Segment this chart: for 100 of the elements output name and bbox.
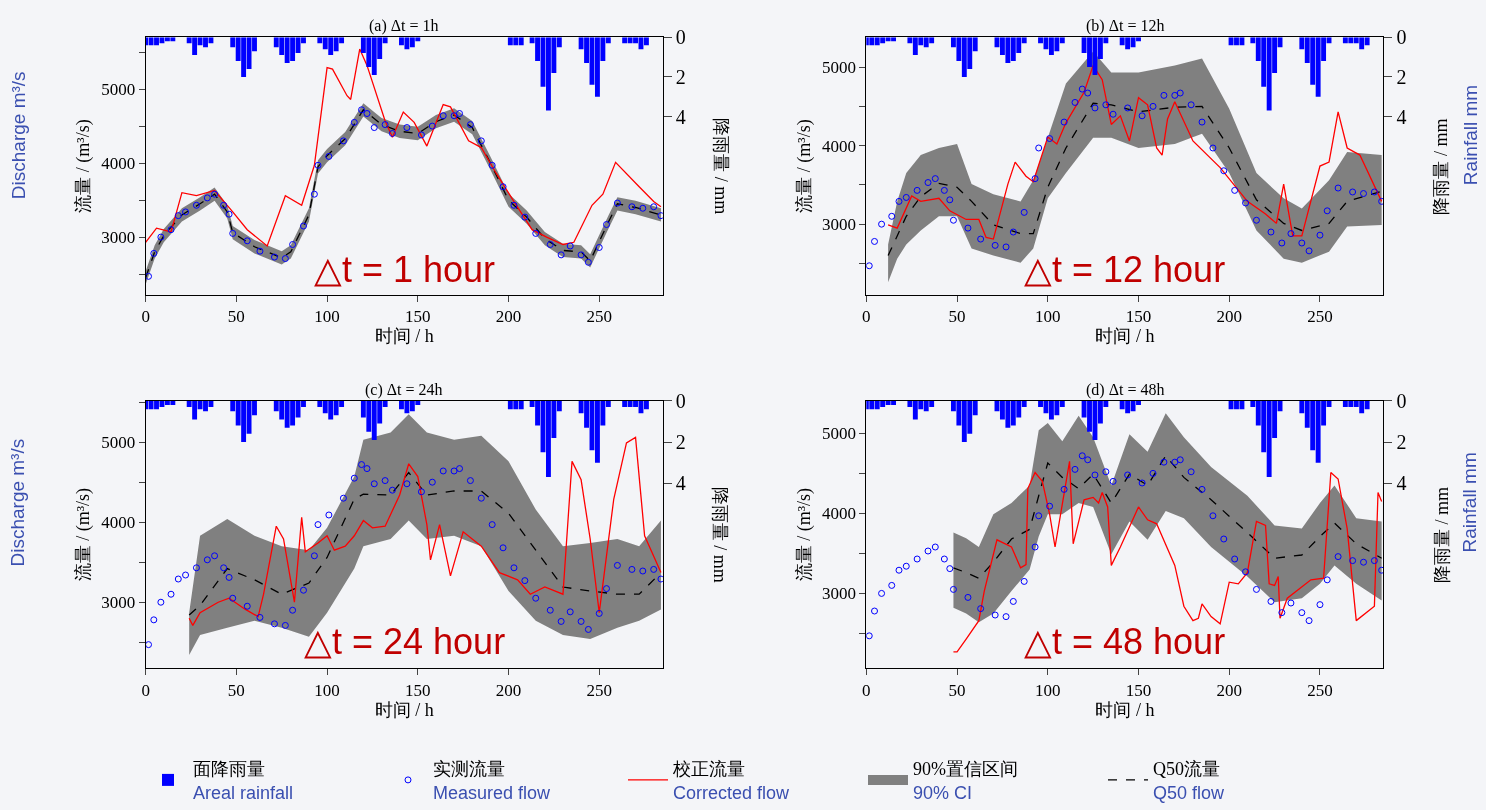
point: [203, 194, 211, 202]
point: [225, 210, 233, 218]
point: [243, 602, 251, 610]
point: [1360, 558, 1368, 566]
legend-label: 校正流量 Corrected flow: [672, 759, 791, 803]
point: [1091, 471, 1099, 479]
point: [532, 594, 540, 602]
y2-axis-title: 降雨量 / mm: [710, 486, 731, 583]
annotation: △t = 1 hour: [314, 249, 496, 290]
point: [964, 224, 972, 232]
point: [1267, 228, 1275, 236]
point: [1323, 576, 1331, 584]
point: [1138, 479, 1146, 487]
point: [931, 175, 939, 183]
point: [281, 621, 289, 629]
point: [299, 586, 307, 594]
point: [1002, 243, 1010, 251]
text: Rainfall mm: [1459, 452, 1481, 553]
x-tick-label: 150: [405, 307, 431, 327]
point: [613, 199, 621, 207]
point: [931, 543, 939, 551]
point: [1360, 190, 1368, 198]
point: [1091, 104, 1099, 112]
point: [289, 606, 297, 614]
point: [1002, 613, 1010, 621]
point: [940, 555, 948, 563]
y2-tick-label: 0: [1396, 26, 1407, 49]
point: [521, 577, 529, 585]
point: [949, 585, 957, 593]
point: [150, 249, 158, 257]
point: [1231, 555, 1239, 563]
x-tick-label: 150: [405, 680, 431, 700]
point: [1287, 230, 1295, 238]
y2-tick-label: 2: [675, 431, 686, 454]
point: [1187, 468, 1195, 476]
point: [557, 251, 565, 259]
point: [977, 235, 985, 243]
legend-label: 实测流量 Measured flow: [433, 759, 552, 803]
point: [1124, 471, 1132, 479]
point: [1176, 456, 1184, 464]
point: [220, 201, 228, 209]
point: [1378, 566, 1384, 574]
point: [902, 562, 910, 570]
legend-label: 面降雨量 Areal rainfall: [193, 759, 294, 803]
point: [991, 241, 999, 249]
point: [388, 129, 396, 137]
point: [1035, 512, 1043, 520]
point: [1209, 512, 1217, 520]
point: [350, 474, 358, 482]
point: [270, 253, 278, 261]
point: [1349, 188, 1357, 196]
point: [888, 581, 896, 589]
point: [1187, 101, 1195, 109]
x-tick-label: 250: [586, 680, 612, 700]
x-tick-label: 0: [141, 680, 150, 700]
point: [1349, 557, 1357, 565]
point: [225, 573, 233, 581]
point: [1035, 144, 1043, 152]
point: [381, 121, 389, 129]
point: [211, 190, 219, 198]
point: [1220, 535, 1228, 543]
point: [603, 585, 611, 593]
point: [477, 137, 485, 145]
x-tick-label: 250: [1307, 680, 1333, 700]
point: [456, 110, 464, 117]
point: [174, 575, 182, 583]
line-series: [887, 102, 1383, 257]
y-axis-title: 流量 / (m³/s): [73, 487, 95, 582]
y2-tick-label: 4: [1396, 472, 1407, 495]
point: [243, 237, 251, 245]
point: [1031, 175, 1039, 183]
point: [1149, 469, 1157, 477]
x-axis-title: 时间 / h: [1095, 699, 1155, 720]
point: [466, 121, 474, 129]
chart-title: (c) Δt = 24h: [365, 381, 443, 399]
y-tick-label: 4000: [101, 513, 136, 533]
point: [388, 486, 396, 494]
x-tick-label: 150: [1125, 680, 1152, 700]
point: [314, 161, 322, 169]
point: [1060, 485, 1068, 493]
chart-title: (d) Δt = 48h: [1086, 381, 1165, 399]
y2-tick-label: 0: [675, 389, 686, 412]
point: [1378, 197, 1384, 205]
point: [428, 122, 436, 130]
point: [192, 564, 200, 572]
point: [1160, 458, 1168, 466]
y-axis-title: 流量 / (m³/s): [794, 119, 816, 213]
point: [1078, 85, 1086, 93]
point: [1031, 543, 1039, 551]
point: [1370, 557, 1378, 565]
point: [1334, 553, 1342, 561]
point: [1323, 207, 1331, 215]
y-tick-label: 4000: [101, 154, 136, 174]
point: [521, 213, 529, 221]
point: [557, 617, 565, 625]
legend-label: Q50流量 Q50 flow: [1153, 759, 1226, 803]
point: [1009, 597, 1017, 605]
point: [1370, 188, 1378, 196]
point: [229, 594, 237, 602]
point: [1171, 91, 1179, 99]
